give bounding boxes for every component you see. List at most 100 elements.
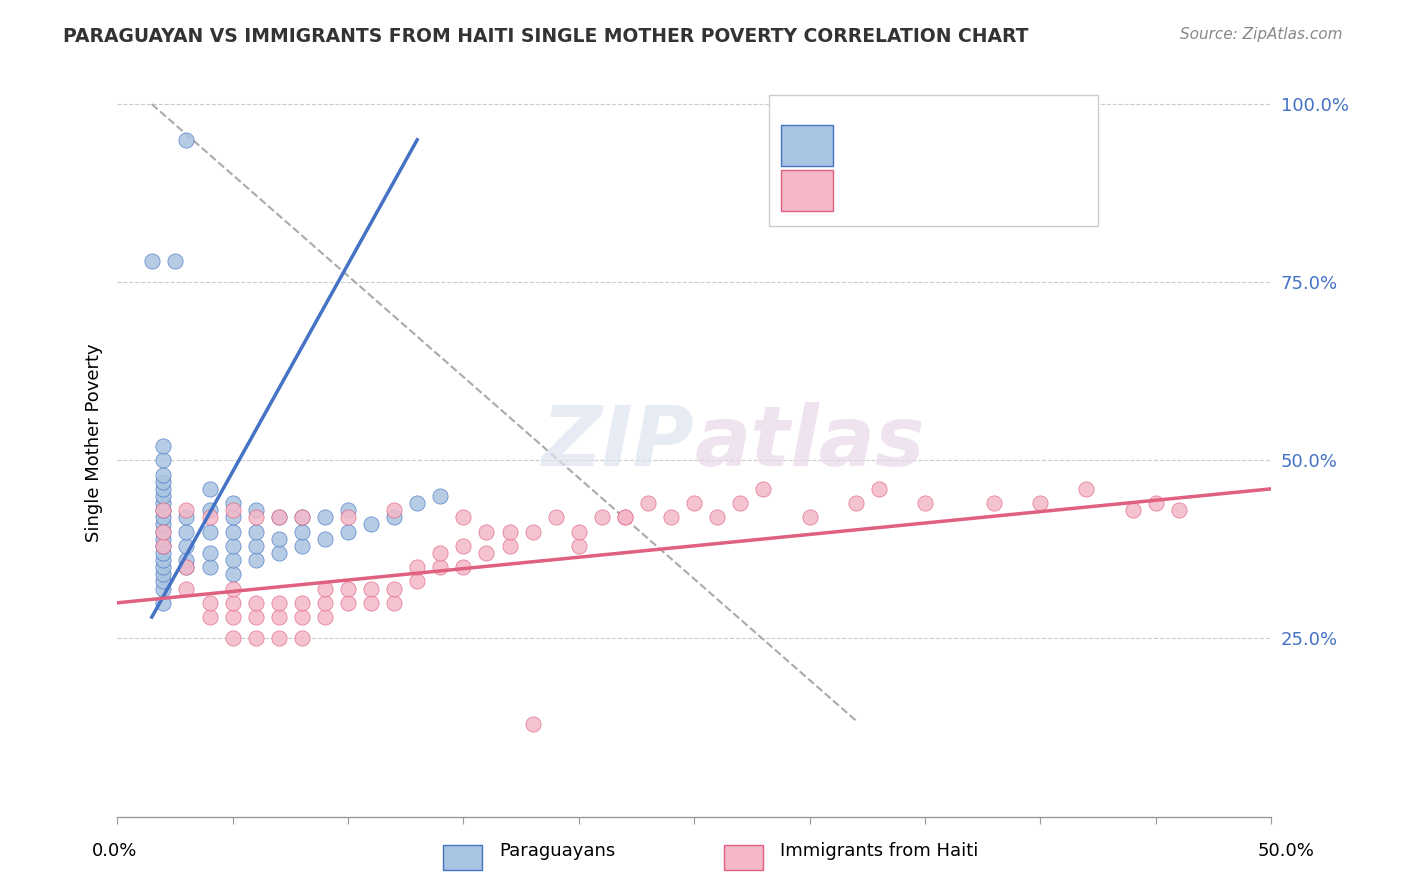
Point: [152, 539, 174, 553]
Point: [152, 496, 174, 510]
Point: [914, 496, 936, 510]
Point: [267, 510, 290, 524]
Point: [314, 510, 336, 524]
Point: [683, 496, 706, 510]
Point: [291, 596, 314, 610]
Point: [291, 539, 314, 553]
Point: [152, 467, 174, 482]
Point: [152, 489, 174, 503]
Point: [221, 610, 243, 624]
Point: [198, 482, 221, 496]
Point: [152, 560, 174, 574]
Point: [591, 510, 613, 524]
Text: R = 0.419: R = 0.419: [849, 120, 948, 137]
Point: [1122, 503, 1144, 517]
Point: [613, 510, 636, 524]
Text: Paraguayans: Paraguayans: [499, 842, 616, 860]
Point: [152, 503, 174, 517]
Point: [291, 632, 314, 646]
Point: [453, 539, 475, 553]
Point: [845, 496, 868, 510]
Point: [245, 524, 267, 539]
Point: [868, 482, 890, 496]
Point: [267, 610, 290, 624]
Point: [152, 524, 174, 539]
Point: [163, 253, 186, 268]
Point: [198, 503, 221, 517]
Point: [568, 524, 591, 539]
Point: [752, 482, 775, 496]
Point: [382, 503, 405, 517]
Point: [267, 546, 290, 560]
Point: [429, 546, 451, 560]
Point: [382, 582, 405, 596]
FancyBboxPatch shape: [769, 95, 1098, 226]
Point: [291, 524, 314, 539]
Point: [221, 582, 243, 596]
Point: [176, 133, 198, 147]
Point: [1167, 503, 1189, 517]
Point: [176, 582, 198, 596]
Point: [360, 517, 382, 532]
Point: [152, 503, 174, 517]
Point: [336, 582, 359, 596]
Point: [221, 596, 243, 610]
Point: [498, 539, 520, 553]
Point: [498, 524, 520, 539]
Point: [176, 560, 198, 574]
Text: ZIP: ZIP: [541, 402, 695, 483]
Text: N = 57: N = 57: [983, 120, 1050, 137]
Point: [637, 496, 659, 510]
Point: [245, 596, 267, 610]
Point: [245, 553, 267, 567]
Point: [429, 489, 451, 503]
Point: [198, 524, 221, 539]
Point: [176, 503, 198, 517]
Point: [314, 610, 336, 624]
Point: [267, 532, 290, 546]
Point: [221, 553, 243, 567]
Point: [291, 510, 314, 524]
Point: [475, 524, 498, 539]
Point: [522, 524, 544, 539]
Point: [314, 532, 336, 546]
Point: [176, 510, 198, 524]
Point: [406, 574, 429, 589]
Point: [291, 610, 314, 624]
Point: [360, 582, 382, 596]
Point: [152, 582, 174, 596]
Point: [706, 510, 728, 524]
Text: Immigrants from Haiti: Immigrants from Haiti: [780, 842, 979, 860]
Point: [730, 496, 752, 510]
Point: [336, 524, 359, 539]
Point: [336, 510, 359, 524]
Point: [544, 510, 567, 524]
Point: [336, 503, 359, 517]
Point: [336, 596, 359, 610]
Text: PARAGUAYAN VS IMMIGRANTS FROM HAITI SINGLE MOTHER POVERTY CORRELATION CHART: PARAGUAYAN VS IMMIGRANTS FROM HAITI SING…: [63, 27, 1029, 45]
Point: [382, 596, 405, 610]
Point: [152, 567, 174, 582]
Point: [221, 524, 243, 539]
Point: [659, 510, 682, 524]
Point: [176, 539, 198, 553]
Point: [613, 510, 636, 524]
Point: [152, 475, 174, 489]
Point: [799, 510, 821, 524]
Point: [267, 510, 290, 524]
Point: [152, 510, 174, 524]
Point: [245, 610, 267, 624]
Point: [568, 539, 591, 553]
Point: [198, 596, 221, 610]
Point: [382, 510, 405, 524]
Point: [221, 567, 243, 582]
Text: R = 0.288: R = 0.288: [849, 168, 948, 186]
Y-axis label: Single Mother Poverty: Single Mother Poverty: [86, 343, 103, 541]
Point: [152, 596, 174, 610]
Point: [1029, 496, 1052, 510]
Text: 50.0%: 50.0%: [1258, 842, 1315, 860]
Point: [522, 717, 544, 731]
Point: [152, 482, 174, 496]
Point: [1144, 496, 1167, 510]
Point: [198, 610, 221, 624]
